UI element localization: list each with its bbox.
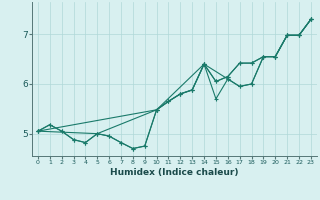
X-axis label: Humidex (Indice chaleur): Humidex (Indice chaleur) <box>110 168 239 177</box>
